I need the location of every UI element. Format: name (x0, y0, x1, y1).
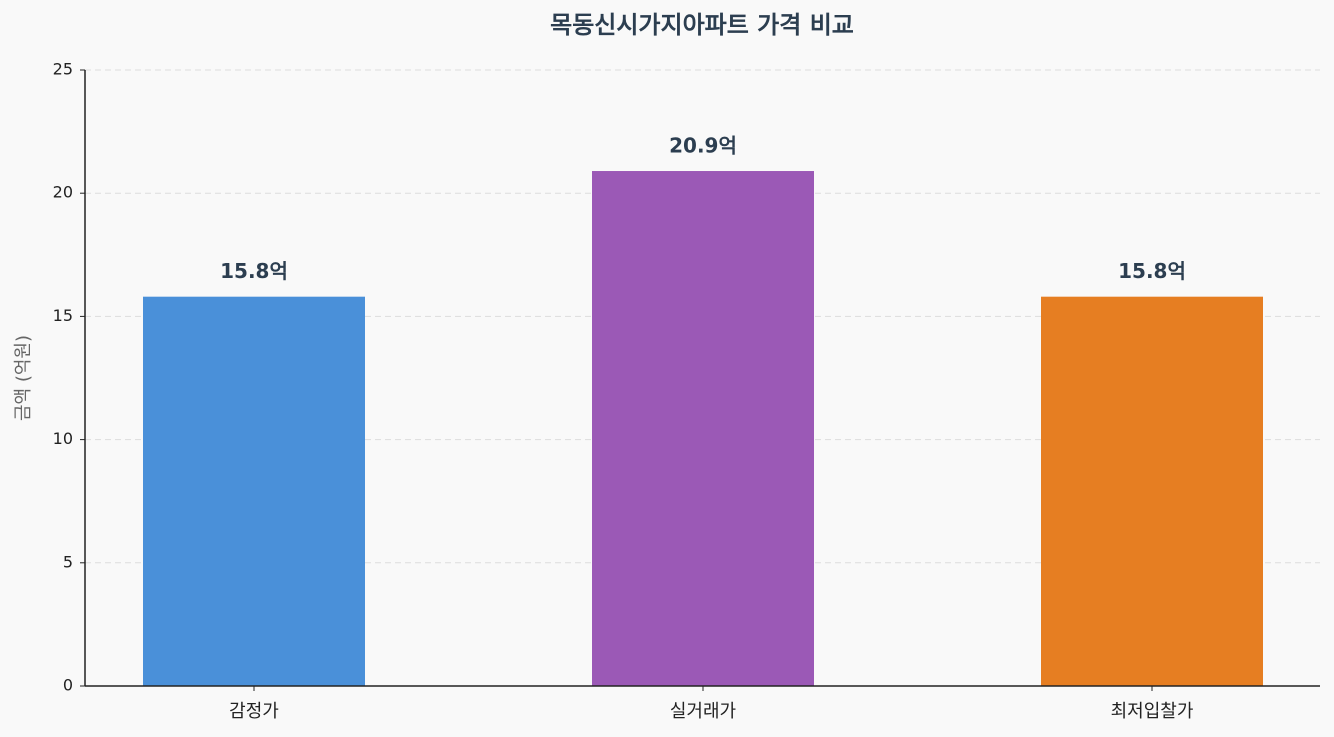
x-tick-label: 실거래가 (670, 701, 736, 722)
y-tick-label: 0 (63, 676, 73, 695)
value-label: 15.8억 (220, 259, 288, 283)
x-tick-label: 감정가 (229, 701, 279, 722)
value-label: 15.8억 (1118, 259, 1186, 283)
bar (1041, 296, 1263, 686)
y-axis-label: 금액 (억원) (13, 335, 34, 421)
bar (143, 296, 365, 686)
value-label: 20.9억 (669, 134, 737, 158)
y-tick-label: 20 (53, 183, 73, 202)
x-tick-label: 최저입찰가 (1111, 701, 1194, 722)
y-tick-label: 5 (63, 552, 73, 571)
y-tick-label: 10 (53, 429, 73, 448)
y-tick-label: 25 (53, 60, 73, 79)
bar (592, 171, 814, 687)
chart-title: 목동신시가지아파트 가격 비교 (550, 11, 854, 39)
y-tick-label: 15 (53, 306, 73, 325)
